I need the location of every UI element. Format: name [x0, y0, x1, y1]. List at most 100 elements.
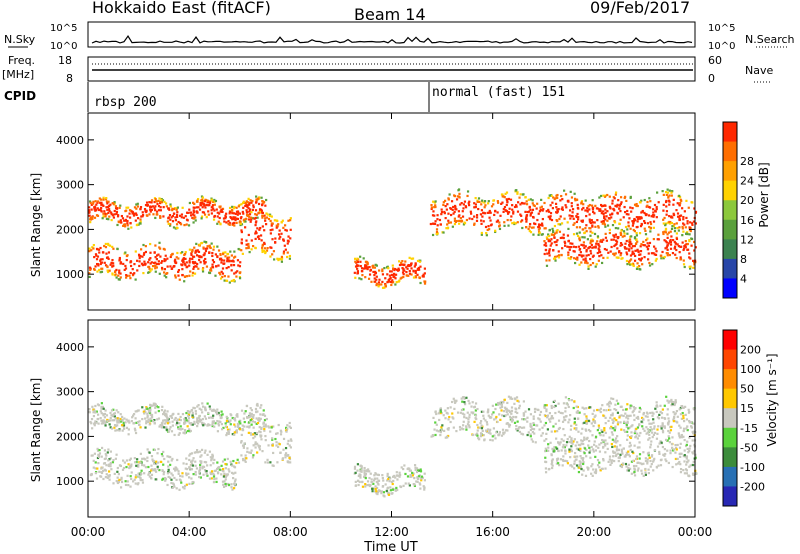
echo-cell [177, 470, 180, 473]
echo-cell [151, 458, 154, 461]
echo-cell [668, 194, 671, 197]
echo-cell [122, 427, 126, 430]
echo-cell [632, 459, 635, 462]
echo-cell [483, 201, 486, 204]
echo-cell [216, 245, 219, 248]
echo-cell [101, 217, 104, 220]
echo-cell [257, 202, 261, 206]
echo-cell [575, 423, 578, 426]
echo-cell [665, 213, 668, 216]
echo-cell [547, 443, 550, 446]
echo-cell [102, 477, 105, 481]
echo-cell [394, 476, 397, 479]
echo-cell [216, 211, 219, 214]
echo-cell [221, 460, 225, 463]
echo-cell [249, 420, 252, 423]
echo-cell [619, 254, 622, 257]
echo-cell [288, 456, 291, 460]
echo-cell [183, 487, 186, 490]
echo-cell [662, 218, 665, 221]
echo-cell [662, 222, 665, 225]
echo-cell [629, 227, 632, 230]
echo-cell [159, 200, 162, 204]
echo-cell [126, 254, 129, 257]
echo-cell [655, 465, 658, 469]
echo-cell [253, 435, 257, 438]
echo-cell [275, 444, 278, 447]
x-tick-label: 00:00 [71, 525, 106, 539]
echo-cell [252, 204, 255, 207]
echo-cell [101, 469, 105, 473]
echo-cell [251, 456, 255, 459]
echo-cell [653, 214, 656, 217]
echo-cell [147, 409, 150, 412]
echo-cell [437, 412, 440, 415]
echo-cell [633, 217, 636, 221]
echo-cell [578, 226, 582, 229]
echo-cell [613, 459, 616, 463]
echo-cell [414, 262, 417, 265]
echo-cell [112, 264, 115, 267]
echo-cell [199, 476, 203, 479]
echo-cell [585, 224, 588, 227]
echo-cell [89, 216, 92, 220]
echo-cell [93, 267, 96, 271]
echo-cell [624, 195, 627, 198]
echo-cell [233, 417, 236, 421]
echo-cell [688, 447, 691, 450]
echo-cell [646, 428, 650, 431]
echo-cell [462, 428, 465, 431]
echo-cell [674, 451, 677, 454]
echo-cell [216, 215, 219, 218]
echo-cell [620, 201, 623, 204]
echo-cell [508, 415, 512, 418]
echo-cell [635, 416, 638, 419]
echo-cell [575, 405, 578, 408]
echo-cell [143, 260, 146, 263]
echo-cell [620, 229, 623, 232]
echo-cell [674, 443, 677, 447]
echo-cell [137, 463, 140, 466]
echo-cell [543, 240, 546, 243]
echo-cell [254, 441, 257, 444]
echo-cell [239, 217, 243, 220]
echo-cell [548, 249, 551, 252]
echo-cell [232, 260, 235, 263]
echo-cell [221, 272, 225, 275]
echo-cell [110, 218, 113, 222]
echo-cell [128, 465, 131, 468]
echo-cell [560, 222, 564, 225]
echo-cell [611, 414, 614, 417]
echo-cell [573, 421, 576, 424]
echo-cell [134, 474, 138, 477]
echo-cell [226, 457, 229, 461]
echo-cell [606, 403, 609, 406]
echo-cell [649, 446, 652, 449]
echo-cell [220, 261, 223, 264]
echo-cell [476, 199, 479, 202]
echo-cell [221, 210, 224, 214]
echo-cell [648, 264, 652, 267]
colorbar-frame [722, 121, 738, 299]
echo-cell [686, 220, 689, 223]
echo-cell [552, 425, 555, 428]
echo-cell [275, 441, 278, 444]
echo-cell [627, 414, 630, 417]
echo-cell [188, 208, 191, 211]
echo-cell [155, 254, 159, 257]
echo-cell [653, 448, 657, 452]
echo-cell [452, 397, 455, 400]
echo-cell [558, 217, 561, 221]
echo-cell [397, 267, 400, 270]
echo-cell [254, 224, 257, 227]
echo-cell [682, 248, 685, 252]
echo-cell [570, 448, 573, 451]
echo-cell [448, 193, 451, 196]
echo-cell [683, 449, 686, 452]
echo-cell [530, 226, 534, 229]
echo-cell [118, 278, 121, 281]
echo-cell [580, 201, 583, 204]
echo-cell [591, 255, 595, 258]
echo-cell [679, 468, 683, 471]
echo-cell [412, 270, 415, 273]
